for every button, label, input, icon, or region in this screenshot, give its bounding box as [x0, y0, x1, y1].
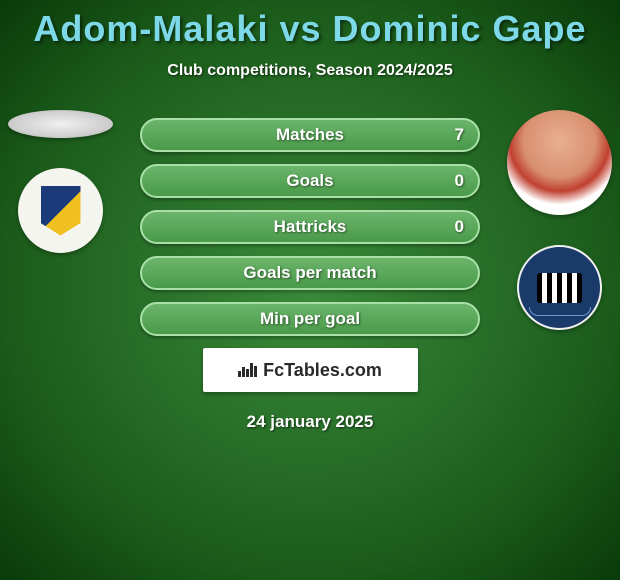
stat-label: Goals [286, 171, 333, 191]
player-right-avatar [507, 110, 612, 215]
player-left-crest [18, 168, 103, 253]
page-title: Adom-Malaki vs Dominic Gape [0, 0, 620, 50]
stat-row-matches: Matches 7 [140, 118, 480, 152]
player-left-column [8, 110, 113, 253]
player-left-avatar [8, 110, 113, 138]
stat-value-right: 0 [455, 217, 464, 237]
player-right-column [507, 110, 612, 330]
bars-icon [238, 363, 257, 377]
stat-row-goals: Goals 0 [140, 164, 480, 198]
stat-row-hattricks: Hattricks 0 [140, 210, 480, 244]
subtitle: Club competitions, Season 2024/2025 [0, 62, 620, 80]
stat-value-right: 0 [455, 171, 464, 191]
comparison-content: Matches 7 Goals 0 Hattricks 0 Goals per … [0, 110, 620, 432]
player-right-crest [517, 245, 602, 330]
watermark-badge: FcTables.com [203, 348, 418, 392]
stat-value-right: 7 [455, 125, 464, 145]
stat-label: Min per goal [260, 309, 360, 329]
stat-row-goals-per-match: Goals per match [140, 256, 480, 290]
stat-row-min-per-goal: Min per goal [140, 302, 480, 336]
stat-label: Matches [276, 125, 344, 145]
stats-container: Matches 7 Goals 0 Hattricks 0 Goals per … [140, 110, 480, 336]
date-label: 24 january 2025 [0, 412, 620, 432]
stat-label: Goals per match [243, 263, 376, 283]
stat-label: Hattricks [274, 217, 347, 237]
watermark-text: FcTables.com [263, 360, 382, 381]
